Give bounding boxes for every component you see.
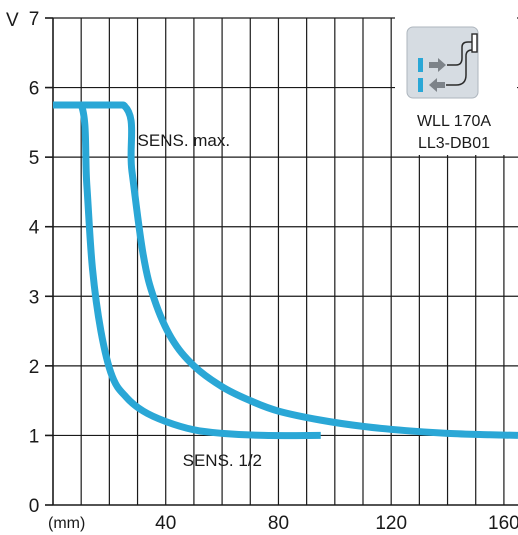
device-box: WLL 170A LL3-DB01 (395, 15, 517, 155)
y-tick-label: 2 (29, 357, 40, 378)
fiber-optic-sensor-icon (406, 26, 479, 99)
device-model-line1: WLL 170A (417, 113, 491, 130)
series-line-sens-half (53, 101, 321, 440)
x-tick-label: 40 (155, 513, 176, 534)
x-tick-label: 120 (375, 513, 407, 534)
y-tick-label: 0 (29, 496, 40, 517)
y-tick-label: 7 (29, 9, 40, 30)
y-axis-label: V (6, 10, 19, 31)
y-tick-label: 3 (29, 287, 40, 308)
y-tick-label: 1 (29, 426, 40, 447)
x-tick-label: 160 (488, 513, 518, 534)
chart-tick-labels: 0 1 2 3 4 5 6 7 40 80 120 160 (29, 9, 518, 534)
series-line-sens-max (53, 101, 518, 439)
device-model-line2: LL3-DB01 (418, 135, 490, 152)
y-tick-label: 5 (29, 148, 40, 169)
chart-series (53, 101, 518, 440)
annotation-sens-max: SENS. max. (138, 131, 231, 150)
y-tick-label: 4 (29, 218, 40, 239)
x-tick-label: 80 (268, 513, 289, 534)
annotation-sens-half: SENS. 1/2 (183, 451, 262, 470)
x-axis-label: (mm) (48, 515, 85, 532)
y-tick-label: 6 (29, 79, 40, 100)
